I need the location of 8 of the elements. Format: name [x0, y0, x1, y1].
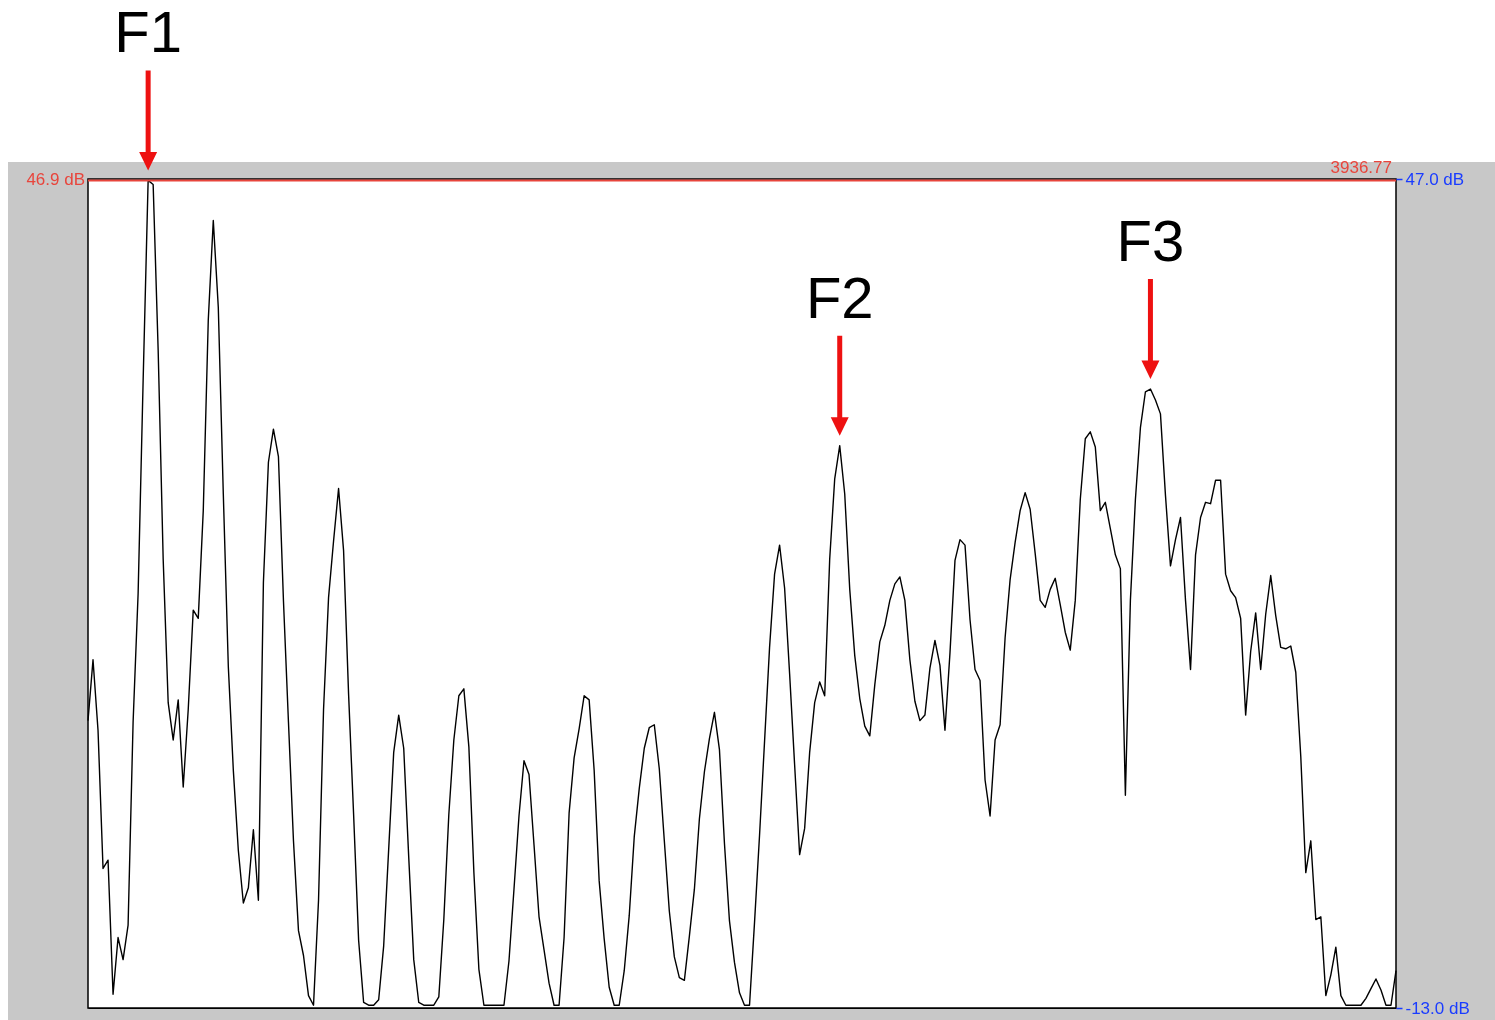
y-tick-label: 47.0 dB: [1405, 169, 1465, 189]
ref-line-label: 46.9 dB: [26, 170, 85, 190]
annotation: F1: [114, 0, 182, 65]
text: 3936.77: [1330, 158, 1392, 177]
y-tick-label: -13.0 dB: [1405, 998, 1470, 1018]
annotation: F2: [805, 264, 874, 330]
line-series: [87, 179, 1397, 1006]
annotation: F3: [1116, 208, 1185, 274]
